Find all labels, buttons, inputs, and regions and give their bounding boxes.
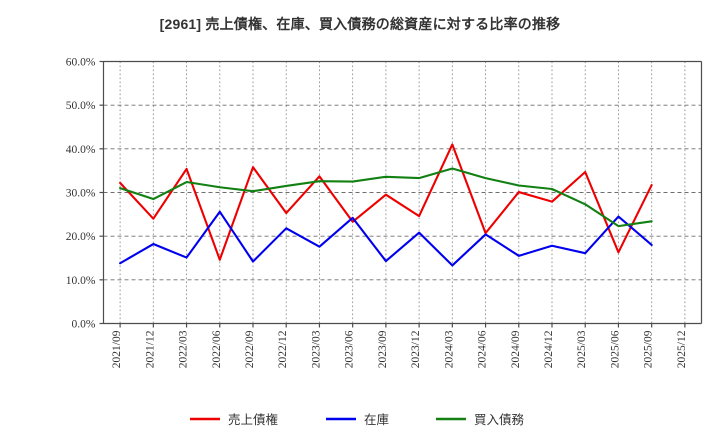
x-axis-tick-label: 2021/12: [144, 330, 156, 368]
x-axis-tick-label: 2023/03: [310, 330, 322, 368]
x-axis-tick-label: 2023/09: [377, 330, 389, 368]
data-series-group: [119, 143, 653, 267]
chart-title: [2961] 売上債権、在庫、買入債務の総資産に対する比率の推移: [159, 16, 561, 32]
x-axis-tick-label: 2024/03: [443, 330, 455, 368]
y-axis-tick-label: 0.0%: [72, 319, 96, 331]
legend-item-label: 在庫: [364, 413, 389, 427]
x-axis-tick-labels: 2021/09 2021/12 2022/03 2022/06 2022/09 2022/…: [111, 323, 688, 368]
chart-legend: 売上債権 在庫 買入債務: [190, 412, 525, 427]
x-axis-tick-label: 2021/09: [111, 330, 123, 368]
x-axis-tick-label: 2022/09: [244, 330, 256, 368]
series-line: [119, 210, 653, 267]
series-line: [119, 167, 653, 228]
y-axis-tick-label: 30.0%: [66, 188, 96, 200]
x-axis-tick-label: 2024/06: [477, 330, 489, 368]
y-axis-tick-label: 60.0%: [66, 57, 96, 69]
y-axis-tick-labels: 0.0% 10.0% 20.0% 30.0% 40.0% 50.0% 60.0%: [66, 57, 104, 331]
y-axis-tick-label: 40.0%: [66, 144, 96, 156]
legend-item-label: 売上債権: [228, 412, 278, 427]
x-axis-tick-label: 2025/03: [576, 330, 588, 368]
x-axis-tick-label: 2025/06: [609, 330, 621, 368]
x-axis-tick-label: 2024/09: [510, 330, 522, 368]
x-axis-tick-label: 2025/09: [643, 330, 655, 368]
x-axis-tick-label: 2023/06: [344, 330, 356, 368]
x-axis-tick-label: 2022/12: [277, 330, 289, 368]
axis-lines: [102, 60, 703, 325]
legend-item-label: 買入債務: [474, 412, 525, 427]
x-axis-tick-label: 2025/12: [676, 330, 688, 368]
y-axis-tick-label: 20.0%: [66, 231, 96, 243]
x-axis-tick-label: 2022/06: [211, 330, 223, 368]
x-axis-tick-label: 2022/03: [178, 330, 190, 368]
x-axis-tick-label: 2023/12: [410, 330, 422, 368]
x-axis-tick-label: 2024/12: [543, 330, 555, 368]
y-axis-tick-label: 10.0%: [66, 275, 96, 287]
series-line: [119, 143, 653, 261]
y-axis-tick-label: 50.0%: [66, 100, 96, 112]
